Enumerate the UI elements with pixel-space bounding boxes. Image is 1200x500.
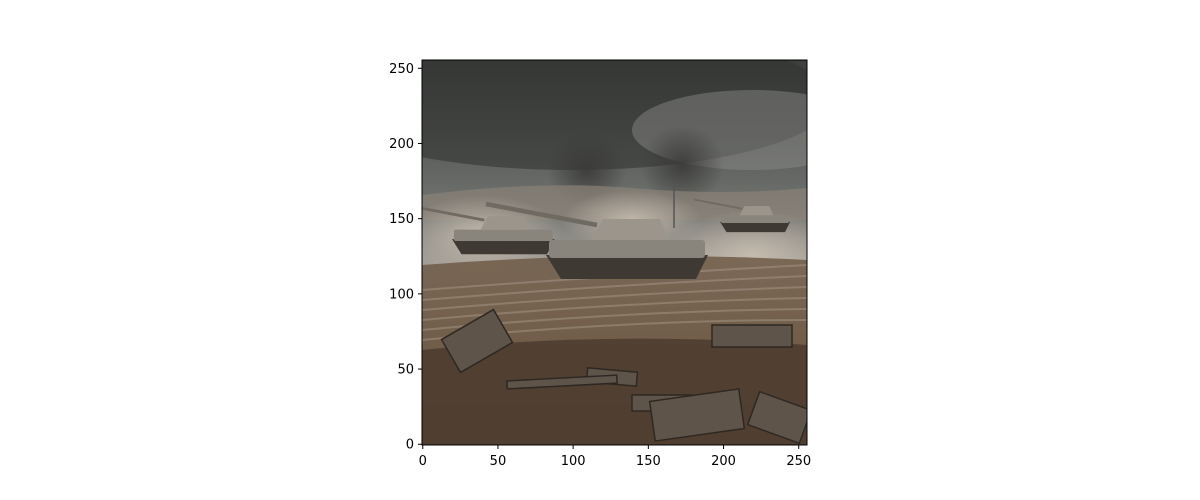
tank-tracks <box>720 221 791 233</box>
y-tick-label: 100 <box>389 287 414 302</box>
tank-barrel <box>485 201 598 228</box>
rubble <box>440 308 514 374</box>
battlefield-image <box>422 60 807 445</box>
smoke-plume <box>640 125 724 205</box>
rubble <box>506 374 618 390</box>
y-tick-label: 150 <box>389 212 414 227</box>
tank-barrel <box>693 198 743 210</box>
y-tick-label: 0 <box>406 438 414 453</box>
track-mark <box>422 286 807 311</box>
rubble <box>746 390 807 445</box>
x-tick-label: 100 <box>561 454 586 469</box>
x-tick-label: 250 <box>786 454 811 469</box>
tank-hull <box>453 229 553 241</box>
tank-tracks <box>452 239 555 255</box>
tank-tracks <box>546 255 708 279</box>
tank-hull <box>721 215 789 223</box>
x-tick-label: 200 <box>711 454 736 469</box>
track-mark <box>422 275 807 301</box>
tank-center <box>485 201 708 279</box>
x-tick-label: 50 <box>490 454 507 469</box>
x-tick-label: 150 <box>636 454 661 469</box>
y-tick-label: 200 <box>389 137 414 152</box>
rubble <box>711 324 793 348</box>
axes-frame <box>421 59 808 446</box>
tank-left <box>422 206 555 255</box>
tank-turret <box>739 206 774 216</box>
y-tick-label: 50 <box>397 363 414 378</box>
tank-right <box>693 198 791 233</box>
x-axis: 0 50 100 150 200 250 <box>419 445 811 469</box>
y-tick-label: 250 <box>389 62 414 77</box>
tank-turret <box>591 219 669 240</box>
tank-barrel <box>422 206 485 222</box>
y-axis: 0 50 100 150 200 250 <box>389 62 422 453</box>
tank-turret <box>480 216 530 230</box>
x-tick-label: 0 <box>419 454 427 469</box>
track-mark <box>422 297 807 321</box>
rubble <box>648 388 746 442</box>
tank-hull <box>549 240 705 258</box>
